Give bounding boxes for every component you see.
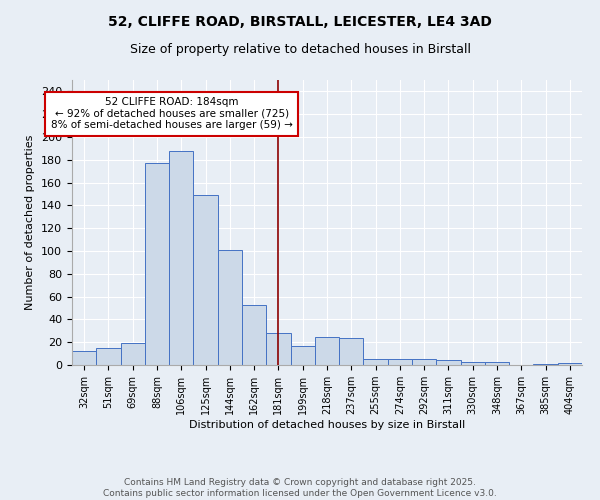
Bar: [266, 333, 290, 365]
Text: 52 CLIFFE ROAD: 184sqm
← 92% of detached houses are smaller (725)
8% of semi-det: 52 CLIFFE ROAD: 184sqm ← 92% of detached…: [50, 97, 293, 130]
Bar: [315, 336, 339, 365]
Bar: [169, 150, 193, 365]
Bar: [121, 344, 145, 365]
Bar: [558, 362, 582, 365]
X-axis label: Distribution of detached houses by size in Birstall: Distribution of detached houses by size …: [189, 420, 465, 430]
Bar: [290, 346, 315, 365]
Bar: [339, 338, 364, 365]
Bar: [242, 304, 266, 365]
Bar: [485, 362, 509, 365]
Bar: [364, 360, 388, 365]
Bar: [96, 348, 121, 365]
Text: Size of property relative to detached houses in Birstall: Size of property relative to detached ho…: [130, 42, 470, 56]
Bar: [193, 195, 218, 365]
Bar: [218, 250, 242, 365]
Bar: [436, 360, 461, 365]
Text: Contains HM Land Registry data © Crown copyright and database right 2025.
Contai: Contains HM Land Registry data © Crown c…: [103, 478, 497, 498]
Bar: [533, 364, 558, 365]
Y-axis label: Number of detached properties: Number of detached properties: [25, 135, 35, 310]
Bar: [145, 163, 169, 365]
Bar: [388, 360, 412, 365]
Bar: [412, 360, 436, 365]
Bar: [461, 362, 485, 365]
Text: 52, CLIFFE ROAD, BIRSTALL, LEICESTER, LE4 3AD: 52, CLIFFE ROAD, BIRSTALL, LEICESTER, LE…: [108, 15, 492, 29]
Bar: [72, 352, 96, 365]
